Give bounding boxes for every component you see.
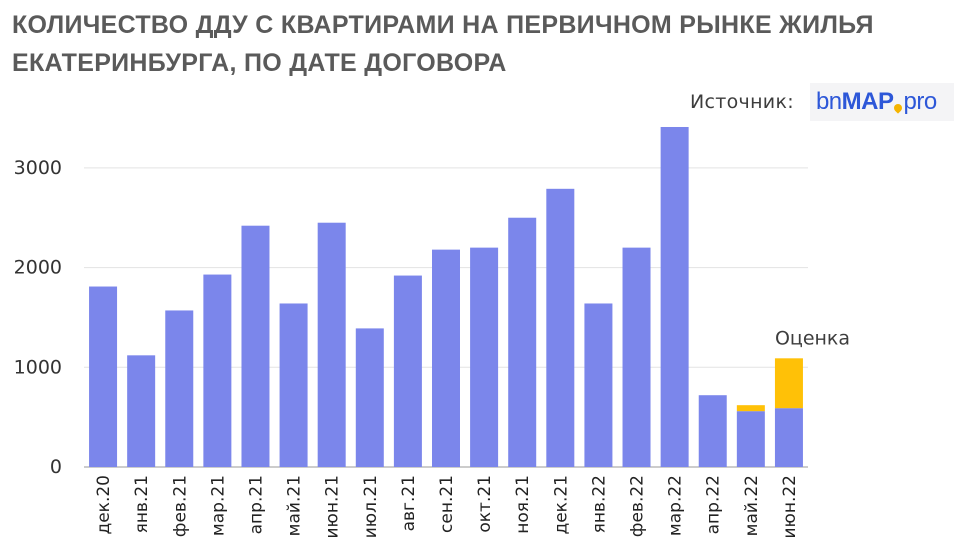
- x-tick-label: дек.20: [94, 475, 114, 535]
- source-block: Источник: bn MAP pro: [690, 82, 954, 122]
- x-tick-label: июл.21: [361, 475, 381, 538]
- bar: [89, 286, 118, 467]
- x-tick-label: окт.21: [475, 475, 495, 533]
- bar: [127, 355, 156, 467]
- x-tick-label: янв.21: [132, 475, 152, 533]
- bar: [774, 408, 803, 467]
- bar: [470, 247, 499, 467]
- x-tick-label: апр.21: [246, 475, 266, 534]
- bar: [241, 225, 270, 467]
- x-tick-label: июн.22: [780, 475, 800, 539]
- bar: [432, 249, 460, 467]
- bnmap-logo: bn MAP pro: [809, 83, 954, 121]
- x-tick-label: авг.21: [399, 475, 419, 531]
- x-tick-label: янв.22: [589, 475, 609, 533]
- bar: [317, 222, 346, 467]
- estimate-annotation: Оценка: [775, 327, 850, 349]
- y-tick-label: 2000: [14, 257, 62, 279]
- chart-title: КОЛИЧЕСТВО ДДУ С КВАРТИРАМИ НА ПЕРВИЧНОМ…: [12, 11, 874, 77]
- bar: [546, 188, 575, 467]
- bar: [355, 328, 384, 467]
- source-label: Источник:: [690, 91, 794, 113]
- x-tick-label: май.21: [285, 475, 305, 536]
- estimate-bar: [774, 358, 803, 409]
- bar: [279, 303, 308, 467]
- x-tick-label: июн.21: [323, 475, 343, 539]
- bar: [393, 275, 422, 467]
- y-tick-label: 0: [50, 456, 62, 478]
- estimate-bar: [736, 405, 765, 412]
- x-tick-label: мар.22: [666, 475, 686, 536]
- bar: [698, 395, 727, 467]
- x-tick-label: ноя.21: [513, 475, 533, 534]
- x-tick-label: май.22: [742, 475, 762, 536]
- bar: [165, 310, 194, 467]
- bar: [584, 303, 613, 467]
- x-tick-label: сен.21: [437, 475, 457, 533]
- bar: [508, 217, 537, 467]
- bar: [736, 411, 765, 467]
- x-tick-label: мар.21: [208, 475, 228, 536]
- x-tick-label: фев.21: [170, 475, 190, 537]
- x-tick-label: дек.21: [551, 475, 571, 535]
- bar: [622, 247, 651, 467]
- y-tick-label: 3000: [14, 157, 62, 179]
- x-tick-label: фев.22: [628, 475, 648, 537]
- bar: [203, 274, 232, 467]
- y-tick-label: 1000: [14, 356, 62, 378]
- bar: [660, 126, 689, 467]
- x-tick-label: апр.22: [704, 475, 724, 534]
